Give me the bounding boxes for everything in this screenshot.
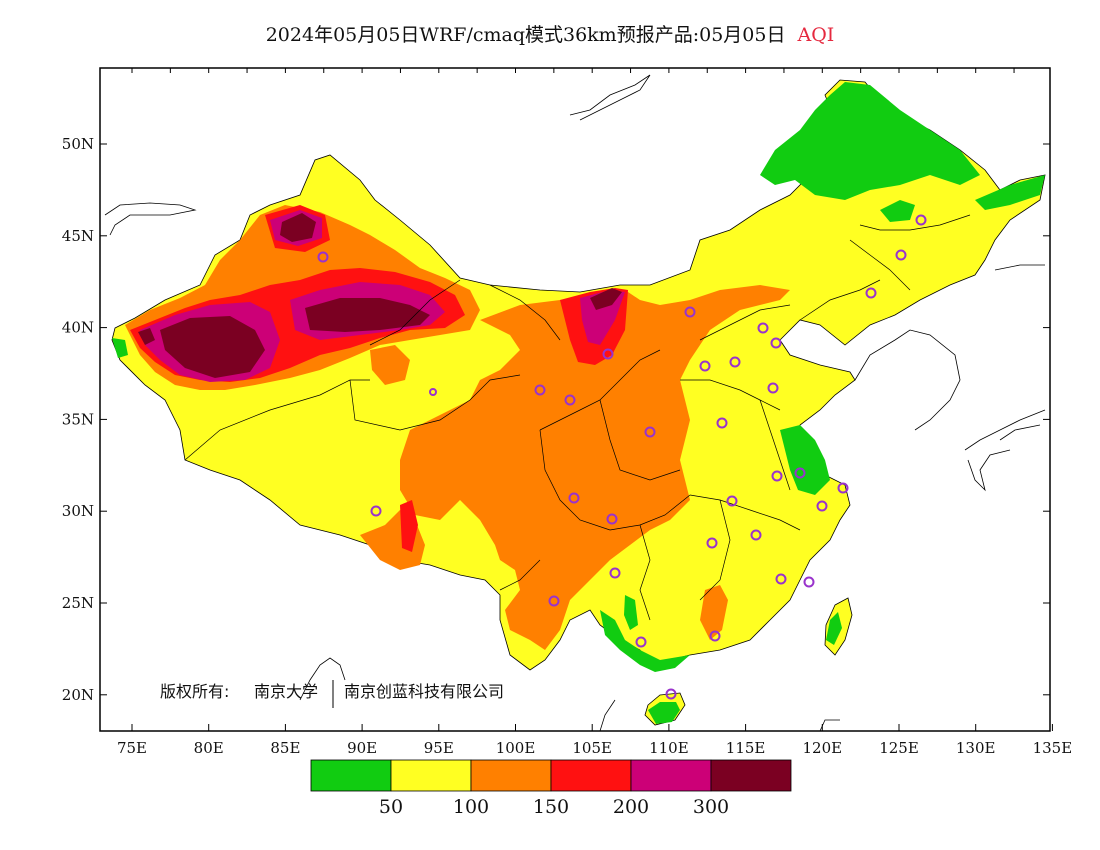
lon-tick-label: 75E (117, 739, 147, 757)
station-marker (606, 513, 618, 525)
lon-tick-label: 100E (496, 739, 536, 757)
station-marker (750, 529, 762, 541)
lon-tick-label: 120E (803, 739, 843, 757)
station-marker (757, 322, 769, 334)
station-marker (816, 500, 828, 512)
taiwan-good (826, 612, 842, 645)
station-marker (865, 287, 877, 299)
station-marker (794, 467, 806, 479)
legend-swatch (470, 759, 552, 792)
station-marker (726, 495, 738, 507)
aqi-region-sensitive-qinghai (370, 345, 410, 385)
legend-label: 50 (379, 796, 403, 818)
aqi-region-good-sw (112, 338, 128, 358)
lon-tick-label: 90E (347, 739, 377, 757)
legend-swatch (630, 759, 712, 792)
lat-tick-label: 35N (62, 410, 94, 428)
station-marker (534, 384, 546, 396)
lon-tick-label: 80E (194, 739, 224, 757)
legend-label: 300 (693, 796, 729, 818)
station-marker (684, 306, 696, 318)
station-marker (716, 417, 728, 429)
station-marker (770, 337, 782, 349)
aqi-region-sensitive-central (400, 285, 790, 650)
lon-tick-label: 110E (649, 739, 689, 757)
map-content: 版权所有: 南京大学 南京创蓝科技有限公司 (104, 74, 1046, 731)
station-marker (609, 567, 621, 579)
lon-tick-label: 115E (726, 739, 766, 757)
latitude-axis: 50N 45N 40N 35N 30N 25N 20N (62, 135, 1050, 704)
aqi-region-unhealthy-tibet (400, 500, 418, 552)
station-marker (317, 251, 329, 263)
station-marker (729, 356, 741, 368)
lon-tick-label: 135E (1033, 739, 1073, 757)
province-boundaries (184, 214, 971, 621)
aqi-region-good-south (600, 610, 690, 672)
station-markers (317, 214, 927, 700)
station-marker (803, 576, 815, 588)
longitude-axis: 75E 80E 85E 90E 95E 100E 105E 110E 115E 120E 125E 1… (117, 68, 1072, 757)
aqi-region-sensitive-guangxi (700, 585, 728, 640)
lat-tick-label: 20N (62, 686, 94, 704)
lon-tick-label: 130E (956, 739, 996, 757)
station-marker (771, 470, 783, 482)
legend-swatch (390, 759, 472, 792)
legend-label: 200 (613, 796, 649, 818)
lon-tick-label: 105E (572, 739, 612, 757)
map-title: 2024年05月05日WRF/cmaq模式36km预报产品:05月05日 AQI (0, 20, 1100, 47)
aqi-region-good-east (780, 425, 830, 495)
aqi-legend: 50 100 150 200 300 (310, 759, 792, 818)
legend-swatch (710, 759, 792, 792)
lat-tick-label: 40N (62, 319, 94, 337)
legend-label: 150 (533, 796, 569, 818)
station-marker (699, 360, 711, 372)
lon-tick-label: 125E (879, 739, 919, 757)
aqi-region-hazardous-4 (590, 288, 622, 310)
aqi-region-good-northeast (760, 82, 980, 200)
aqi-region-good-ne2 (975, 175, 1045, 210)
station-marker (706, 537, 718, 549)
lon-tick-label: 85E (270, 739, 300, 757)
station-marker (602, 348, 614, 360)
lat-tick-label: 45N (62, 227, 94, 245)
lon-tick-label: 95E (424, 739, 454, 757)
aqi-region-hazardous-2 (305, 298, 430, 332)
station-marker (767, 382, 779, 394)
station-marker (548, 595, 560, 607)
title-variable: AQI (797, 24, 835, 46)
station-marker (837, 482, 849, 494)
aqi-region-good-ne3 (880, 200, 915, 222)
station-marker (568, 492, 580, 504)
station-marker (895, 249, 907, 261)
aqi-region-hazardous-3 (280, 213, 316, 242)
station-marker (635, 636, 647, 648)
station-marker (564, 394, 576, 406)
coastlines (104, 74, 1046, 731)
legend-swatch (550, 759, 632, 792)
lat-tick-label: 25N (62, 594, 94, 612)
station-marker (644, 426, 656, 438)
station-marker (775, 573, 787, 585)
hainan-good (648, 702, 680, 724)
aqi-region-hazardous-5 (138, 328, 155, 345)
aqi-region-hazardous-1 (160, 316, 265, 378)
copyright-org2: 南京创蓝科技有限公司 (344, 682, 504, 701)
legend-swatch (310, 759, 392, 792)
aqi-region-very-unhealthy-3 (580, 290, 625, 345)
copyright-org1: 南京大学 (254, 682, 318, 701)
lat-tick-label: 50N (62, 135, 94, 153)
legend-label: 100 (453, 796, 489, 818)
station-marker (709, 630, 721, 642)
lat-tick-label: 30N (62, 502, 94, 520)
station-marker (429, 388, 437, 396)
copyright-prefix: 版权所有: (160, 682, 229, 701)
aqi-region-good-guangxi (624, 595, 638, 630)
station-marker (370, 505, 382, 517)
station-marker (915, 214, 927, 226)
title-text: 2024年05月05日WRF/cmaq模式36km预报产品:05月05日 (265, 24, 786, 46)
station-marker (665, 688, 677, 700)
